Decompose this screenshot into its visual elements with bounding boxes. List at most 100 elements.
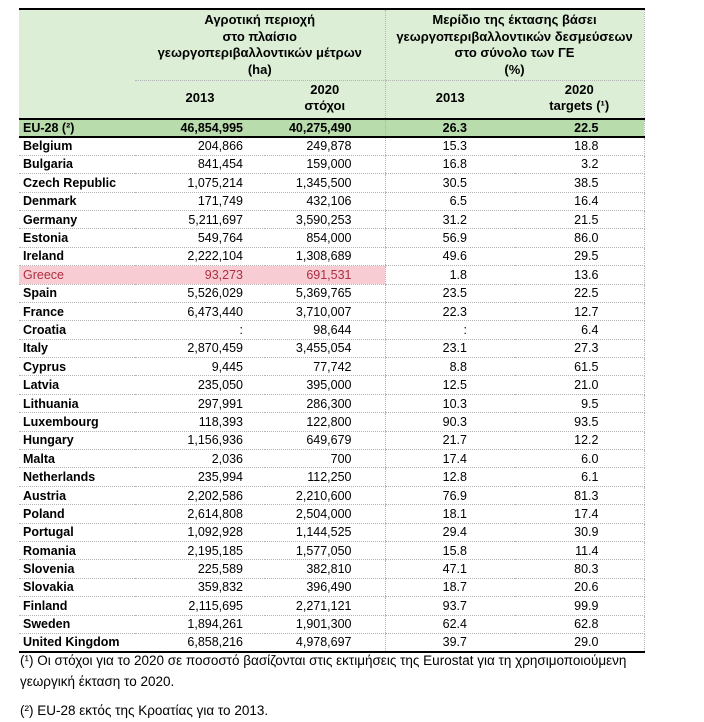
pct-2020-target-cell: 27.3 (515, 339, 645, 359)
ha-2013-cell: 359,832 (135, 578, 265, 598)
country-name-cell: Cyprus (19, 357, 135, 377)
country-name-cell: Portugal (19, 523, 135, 542)
ha-2020-target-cell: 3,590,253 (265, 210, 385, 230)
table-row: Luxembourg 118,393 122,800 90.3 93.5 (19, 412, 645, 432)
country-name-cell: Slovenia (19, 559, 135, 579)
col-header-ha-2020-targets: 2020 στόχοι (265, 80, 385, 120)
ha-2020-target-cell: 159,000 (265, 155, 385, 175)
table-row: Estonia 549,764 854,000 56.9 86.0 (19, 228, 645, 248)
pct-2020-target-cell: 80.3 (515, 559, 645, 579)
ha-2020-target-cell: 1,308,689 (265, 247, 385, 267)
country-name-cell: Malta (19, 449, 135, 469)
ha-2020-target-cell: 3,710,007 (265, 302, 385, 322)
country-name-cell: Netherlands (19, 467, 135, 487)
pct-2020-target-cell: 12.7 (515, 302, 645, 322)
table-row: Greece 93,273 691,531 1.8 13.6 (19, 265, 645, 285)
table-row: Cyprus 9,445 77,742 8.8 61.5 (19, 357, 645, 377)
table-row: Latvia 235,050 395,000 12.5 21.0 (19, 375, 645, 395)
ha-2013-cell: 204,866 (135, 136, 265, 156)
ha-2013-cell: 2,195,185 (135, 541, 265, 561)
pct-2013-cell: 90.3 (384, 412, 515, 432)
ha-2013-cell: 225,589 (135, 559, 265, 579)
pct-2013-cell: 6.5 (384, 192, 515, 211)
table-header: Αγροτική περιοχή στο πλαίσιο γεωργοπεριβ… (19, 8, 645, 120)
table-row: EU-28 (²) 46,854,995 40,275,490 26.3 22.5 (19, 118, 645, 138)
ha-2013-cell: 1,092,928 (135, 523, 265, 542)
ha-2013-cell: 2,202,586 (135, 486, 265, 506)
table-row: Finland 2,115,695 2,271,121 93.7 99.9 (19, 596, 645, 616)
table-body: EU-28 (²) 46,854,995 40,275,490 26.3 22.5 Bel… (19, 118, 645, 653)
ha-2013-cell: 5,211,697 (135, 210, 265, 230)
ha-2020-target-cell: 3,455,054 (265, 339, 385, 359)
country-name-cell: Austria (19, 486, 135, 506)
pct-2020-target-cell: 22.5 (515, 118, 645, 138)
table-row: Belgium 204,866 249,878 15.3 18.8 (19, 136, 645, 156)
table-row: Slovenia 225,589 382,810 47.1 80.3 (19, 559, 645, 579)
country-name-cell: Greece (19, 265, 135, 285)
pct-2020-target-cell: 12.2 (515, 431, 645, 451)
ha-2013-cell: 9,445 (135, 357, 265, 377)
pct-2020-target-cell: 61.5 (515, 357, 645, 377)
pct-2020-target-cell: 93.5 (515, 412, 645, 432)
table-row: Sweden 1,894,261 1,901,300 62.4 62.8 (19, 615, 645, 634)
ha-2013-cell: 2,036 (135, 449, 265, 469)
country-name-cell: Belgium (19, 136, 135, 156)
pct-2020-target-cell: 9.5 (515, 394, 645, 414)
country-name-cell: Germany (19, 210, 135, 230)
country-name-cell: United Kingdom (19, 633, 135, 653)
ha-2013-cell: : (135, 320, 265, 340)
pct-2020-target-cell: 20.6 (515, 578, 645, 598)
pct-2013-cell: 1.8 (384, 265, 515, 285)
table-row: Slovakia 359,832 396,490 18.7 20.6 (19, 578, 645, 598)
ha-2013-cell: 46,854,995 (135, 118, 265, 138)
table-row: Portugal 1,092,928 1,144,525 29.4 30.9 (19, 523, 645, 542)
country-name-cell: Italy (19, 339, 135, 359)
table-row: Croatia:98,644:6.4 (19, 320, 645, 340)
pct-2013-cell: 18.1 (384, 504, 515, 524)
pct-2013-cell: 39.7 (384, 633, 515, 653)
table-row: Italy 2,870,459 3,455,054 23.1 27.3 (19, 339, 645, 359)
footnote-1: (¹) Οι στόχοι για το 2020 σε ποσοστό βασ… (20, 653, 627, 689)
table-row: Ireland 2,222,104 1,308,689 49.6 29.5 (19, 247, 645, 267)
pct-2013-cell: 21.7 (384, 431, 515, 451)
ha-2013-cell: 549,764 (135, 228, 265, 248)
country-name-cell: Romania (19, 541, 135, 561)
agri-environment-table: Αγροτική περιοχή στο πλαίσιο γεωργοπεριβ… (19, 8, 645, 653)
country-column-header (19, 8, 135, 120)
ha-2013-cell: 235,050 (135, 375, 265, 395)
ha-2020-target-cell: 649,679 (265, 431, 385, 451)
ha-2020-target-cell: 700 (265, 449, 385, 469)
pct-2013-cell: 49.6 (384, 247, 515, 267)
ha-2020-target-cell: 122,800 (265, 412, 385, 432)
ha-2013-cell: 93,273 (135, 265, 265, 285)
col-header-pct-2013: 2013 (384, 80, 515, 120)
ha-2013-cell: 5,526,029 (135, 284, 265, 303)
ha-2013-cell: 6,858,216 (135, 633, 265, 653)
pct-2020-target-cell: 6.4 (515, 320, 645, 340)
ha-2020-target-cell: 249,878 (265, 136, 385, 156)
country-name-cell: Denmark (19, 192, 135, 211)
ha-2013-cell: 1,894,261 (135, 615, 265, 634)
country-name-cell: Spain (19, 284, 135, 303)
table-row: Czech Republic 1,075,214 1,345,500 30.5 38.5 (19, 173, 645, 193)
ha-2020-target-cell: 4,978,697 (265, 633, 385, 653)
pct-2013-cell: 15.8 (384, 541, 515, 561)
ha-2020-target-cell: 432,106 (265, 192, 385, 211)
table-row: Romania 2,195,185 1,577,050 15.8 11.4 (19, 541, 645, 561)
country-name-cell: Latvia (19, 375, 135, 395)
table-row: Poland 2,614,808 2,504,000 18.1 17.4 (19, 504, 645, 524)
pct-2020-target-cell: 30.9 (515, 523, 645, 542)
ha-2013-cell: 235,994 (135, 467, 265, 487)
ha-2020-target-cell: 112,250 (265, 467, 385, 487)
footnotes: (¹) Οι στόχοι για το 2020 σε ποσοστό βασ… (20, 651, 684, 722)
ha-2020-target-cell: 1,901,300 (265, 615, 385, 634)
pct-2020-target-cell: 21.5 (515, 210, 645, 230)
ha-2020-target-cell: 2,271,121 (265, 596, 385, 616)
pct-2013-cell: 26.3 (384, 118, 515, 138)
ha-2020-target-cell: 691,531 (265, 265, 385, 285)
ha-2020-target-cell: 77,742 (265, 357, 385, 377)
pct-2013-cell: 93.7 (384, 596, 515, 616)
pct-2013-cell: 23.1 (384, 339, 515, 359)
pct-2013-cell: 22.3 (384, 302, 515, 322)
table-row: Hungary 1,156,936 649,679 21.7 12.2 (19, 431, 645, 451)
